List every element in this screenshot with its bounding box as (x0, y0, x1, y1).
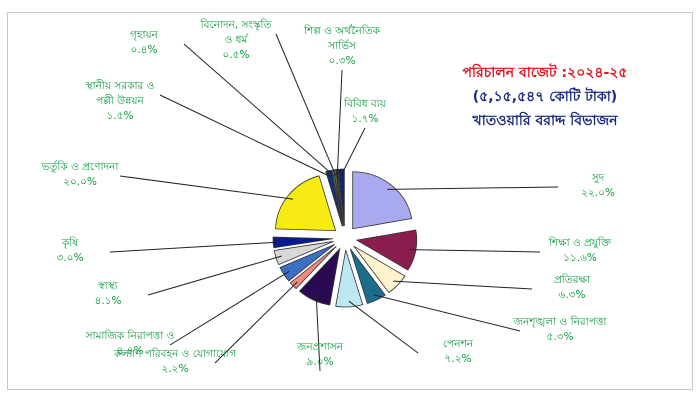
leader-line-15 (341, 127, 366, 176)
pie-slice-0 (352, 171, 413, 230)
leader-line-9 (109, 241, 280, 253)
leader-line-7 (169, 271, 290, 346)
slice-label-14: শিল্প ও অর্থনৈতিক সার্ভিস ০.৩% (303, 24, 381, 67)
leader-line-2 (393, 280, 533, 290)
slice-label-15: বিবিধ ব্যয় ১.৭% (343, 97, 387, 125)
leader-line-5 (315, 294, 321, 372)
slice-label-3: জনশৃঙ্খলা ও নিরাপত্তা ৫.৩% (513, 315, 608, 343)
chart-subtitle-2: খাতওয়ারি বরাদ্দ বিভাজন (472, 111, 619, 129)
slice-label-6: কল্যাণ পরিবহন ও যোগাযোগ ২.২% (113, 347, 237, 375)
slice-label-4: পেনশন ৭.২% (443, 338, 474, 365)
pie-slice-3 (349, 248, 386, 304)
pie-slice-4 (335, 249, 364, 308)
leader-line-4 (348, 300, 419, 354)
slice-label-11: স্থানীয় সরকার ও পল্লী উন্নয়ন ১.৫% (85, 79, 155, 122)
slice-label-5: জনপ্রশাসন ৯.০% (296, 341, 344, 368)
slice-label-1: শিক্ষা ও প্রযুক্তি ১১.৬% (548, 236, 612, 264)
slice-label-2: প্রতিরক্ষা ৬.৩% (554, 273, 591, 301)
slice-label-9: কৃষি ৩.০% (57, 236, 84, 264)
leader-line-3 (373, 294, 521, 332)
chart-title: পরিচালন বাজেট :২০২৪-২৫ (463, 63, 628, 81)
slice-label-8: স্বাস্থ্য ৪.১% (95, 280, 122, 307)
slice-label-0: সুদ ২২.০% (581, 172, 615, 199)
pie-slice-5 (298, 247, 341, 306)
slice-label-7: সামাজিক নিরাপত্তা ও ৪.৪% (85, 329, 175, 357)
leader-line-10 (119, 175, 293, 200)
slice-label-10: ভর্তুকি ও প্রণোদনা ২০.০% (41, 160, 120, 188)
leader-line-0 (387, 186, 559, 190)
leader-line-13 (275, 33, 337, 176)
leader-line-6 (214, 281, 298, 364)
leader-line-14 (336, 69, 343, 176)
pie-slice-2 (353, 245, 406, 294)
pie-slice-1 (355, 229, 418, 271)
slice-label-13: বিনোদন, সংস্কৃতি ও ধর্ম ০.৫% (200, 18, 273, 61)
leader-line-1 (409, 249, 541, 253)
leader-line-11 (159, 94, 331, 177)
chart-frame (7, 12, 693, 390)
chart-subtitle: (৫,১৫,৫৪৭ কোটি টাকা) (473, 87, 617, 105)
slice-label-12: গৃহায়ন ০.৪% (130, 29, 159, 56)
leader-line-12 (183, 43, 335, 176)
leader-line-8 (147, 255, 282, 296)
pie-slice-10 (275, 175, 337, 232)
